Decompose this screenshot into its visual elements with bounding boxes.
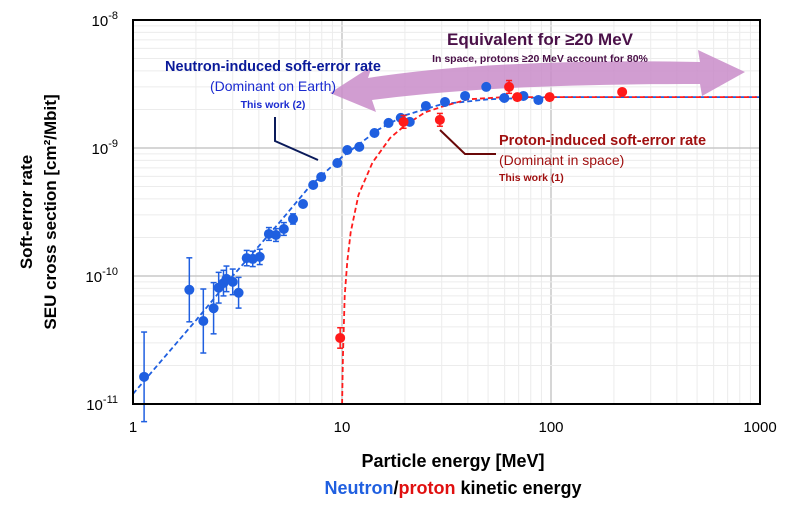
neutron-data-point: [460, 90, 471, 101]
neutron-data-point: [369, 127, 380, 138]
proton-data-point: [434, 114, 445, 125]
neutron-data-point: [139, 371, 150, 382]
data-points: [139, 79, 628, 423]
y-tick-label: 10-11: [86, 394, 118, 414]
equivalence-arrow: [330, 50, 745, 112]
neutron-data-point: [354, 141, 365, 152]
x-tick-label: 1: [129, 419, 137, 436]
proton-data-point: [512, 92, 523, 103]
neutron-data-point: [533, 95, 544, 106]
neutron-data-point: [288, 213, 299, 224]
kinetic-energy-text: kinetic energy: [455, 478, 581, 498]
y-axis-label-line2: SEU cross section [cm²/Mbit]: [41, 94, 60, 329]
double-headed-arrow: [330, 50, 745, 112]
y-tick-label: 10-9: [92, 138, 118, 158]
neutron-data-point: [383, 117, 394, 128]
proton-word: proton: [398, 478, 455, 498]
neutron-data-point: [233, 287, 244, 298]
neutron-data-point: [198, 316, 209, 327]
proton-data-point: [617, 86, 628, 97]
x-tick-label: 10: [334, 419, 351, 436]
neutron-data-point: [439, 96, 450, 107]
neutron-data-point: [298, 199, 309, 210]
neutron-data-point: [227, 276, 238, 287]
arrow-subtitle: In space, protons ≥20 MeV account for 80…: [432, 53, 648, 65]
neutron-word: Neutron: [324, 478, 393, 498]
neutron-data-point: [499, 92, 510, 103]
y-tick-label: 10-10: [85, 266, 118, 286]
proton-data-point: [544, 92, 555, 103]
neutron-data-point: [308, 179, 319, 190]
neutron-data-point: [316, 172, 327, 183]
x-axis-label: Particle energy [MeV]: [361, 451, 544, 471]
neutron-data-point: [420, 100, 431, 111]
neutron-data-point: [481, 81, 492, 92]
x-tick-label: 1000: [743, 419, 776, 436]
neutron-annotation-title: Neutron-induced soft-error rate: [165, 59, 381, 75]
proton-data-point: [504, 81, 515, 92]
y-tick-label: 10-8: [92, 10, 118, 30]
neutron-data-point: [184, 284, 195, 295]
x-tick-label: 100: [538, 419, 563, 436]
proton-fit-curve: [341, 96, 760, 405]
x-axis-label-2: Neutron/proton kinetic energy: [324, 478, 581, 498]
proton-data-point: [398, 116, 409, 127]
proton-annotation-sub: (Dominant in space): [499, 152, 624, 168]
tick-labels: 1 10 100 1000 10-8 10-9 10-10 10-11: [85, 10, 776, 436]
proton-data-point: [335, 332, 346, 343]
neutron-data-point: [270, 230, 281, 241]
neutron-leader-line: [274, 117, 319, 161]
proton-annotation-ref: This work (1): [499, 172, 564, 184]
proton-leader-line: [439, 129, 496, 155]
neutron-data-point: [278, 223, 289, 234]
neutron-data-point: [332, 158, 343, 169]
neutron-data-point: [208, 303, 219, 314]
slash: /: [393, 478, 398, 498]
plot-frame: [132, 19, 761, 405]
arrow-title: Equivalent for ≥20 MeV: [447, 30, 634, 49]
proton-annotation-title: Proton-induced soft-error rate: [499, 133, 706, 149]
neutron-data-point: [254, 251, 265, 262]
neutron-annotation-ref: This work (2): [241, 99, 306, 111]
neutron-annotation-sub: (Dominant on Earth): [210, 78, 336, 94]
neutron-data-point: [342, 144, 353, 155]
y-axis-label-line1: Soft-error rate: [17, 155, 36, 269]
